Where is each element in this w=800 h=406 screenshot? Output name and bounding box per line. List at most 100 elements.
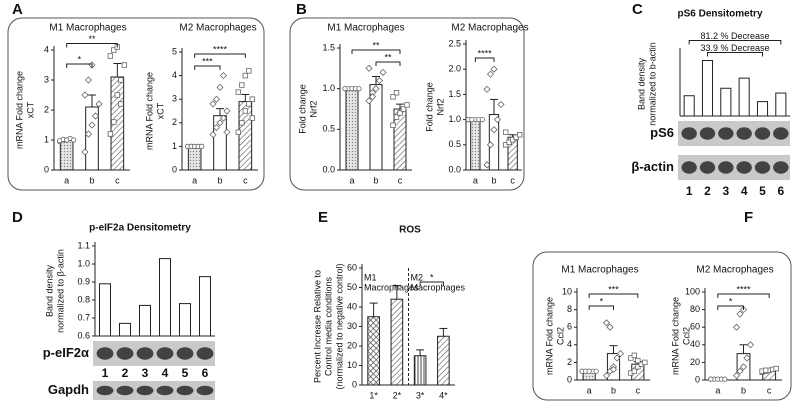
y-tick-label: 0.0 (448, 164, 461, 174)
data-point (746, 341, 755, 349)
x-tick-label: c (243, 175, 248, 185)
panel-letter: B (296, 1, 307, 18)
data-point (356, 86, 362, 92)
data-point (71, 137, 77, 143)
data-point (397, 110, 403, 116)
blot-band (773, 127, 789, 140)
blot-label: p-eIF2α (43, 345, 89, 360)
blot-band (196, 347, 214, 360)
blot-band (718, 161, 734, 174)
significance-bracket (375, 61, 401, 66)
significance-bracket (351, 49, 401, 54)
lane-label: 1 (686, 184, 693, 198)
data-point (635, 357, 641, 364)
x-tick-label: c (115, 175, 120, 185)
significance-bracket (717, 305, 744, 310)
y-tick-label: 20 (347, 340, 357, 350)
bar (139, 304, 151, 337)
data-point (212, 123, 221, 132)
data-point (242, 108, 249, 114)
data-point (602, 319, 611, 327)
lane-label: 2 (704, 184, 711, 198)
lane-label: 4 (162, 366, 169, 380)
y-axis-label: Nrf2 (435, 98, 445, 115)
data-point (84, 76, 93, 84)
data-point (246, 68, 252, 74)
significance-bracket (588, 305, 614, 310)
y-axis-label: Nrf2 (308, 100, 318, 117)
bar (738, 77, 750, 117)
blot-band (699, 127, 716, 140)
blot-band (136, 385, 154, 396)
data-point (602, 372, 611, 380)
blot-band (754, 161, 771, 174)
blot-label: pS6 (650, 125, 674, 140)
y-axis-label: xCT (25, 101, 35, 118)
bar (345, 88, 359, 171)
bar (775, 92, 787, 117)
data-point (249, 115, 256, 121)
y-tick-label: 0.5 (448, 139, 461, 149)
blot-band (116, 385, 134, 396)
y-tick-label: 1 (172, 141, 177, 151)
chart-title: M2 Macrophages (451, 23, 528, 34)
y-tick-label: 6 (567, 322, 572, 332)
significance-label: * (729, 296, 733, 306)
blot-band (116, 347, 134, 360)
data-point (107, 53, 114, 59)
y-tick-label: 40 (690, 339, 700, 349)
x-tick-label: 4* (439, 390, 448, 400)
y-axis-label: xCT (155, 102, 165, 119)
data-point (736, 310, 744, 318)
bar (683, 95, 695, 117)
chart-title: M1 Macrophages (49, 23, 126, 34)
y-tick-label: 2.0 (448, 64, 461, 74)
data-point (212, 95, 221, 103)
y-tick-label: 8 (567, 304, 572, 314)
x-tick-label: 1* (369, 390, 378, 400)
data-point (81, 91, 89, 99)
bar (99, 283, 111, 337)
significance-bracket (688, 40, 782, 45)
chart-title: p-eIF2a Densitometry (89, 223, 191, 234)
panel-letter: D (12, 209, 23, 226)
lane-label: 6 (202, 366, 209, 380)
x-tick-label: 3* (416, 390, 425, 400)
bar (199, 276, 211, 337)
data-point (613, 354, 621, 362)
data-point (365, 97, 373, 105)
bar (720, 87, 732, 117)
significance-bracket (707, 52, 763, 57)
panel-letter: C (632, 1, 643, 18)
bar (367, 316, 380, 386)
blot-band (773, 161, 789, 174)
significance-label: **** (213, 44, 228, 54)
data-point (486, 70, 495, 78)
data-point (593, 368, 599, 374)
bar (701, 60, 714, 117)
significance-label: *** (608, 284, 619, 294)
data-point (739, 363, 748, 371)
significance-label: *** (202, 56, 213, 66)
data-point (219, 114, 228, 122)
x-tick-label: b (741, 385, 746, 395)
group-label: Macrophages (364, 282, 419, 292)
data-point (616, 350, 625, 358)
bar (187, 145, 202, 171)
significance-bracket (194, 53, 246, 58)
panel-box (532, 251, 792, 401)
data-point (84, 130, 93, 138)
group-label: M1 (364, 272, 377, 282)
data-point (390, 94, 396, 100)
panel-letter: E (318, 209, 328, 226)
blot-band (736, 161, 752, 174)
data-point (606, 323, 614, 331)
data-point (91, 112, 100, 120)
chart-title: M2 Macrophages (696, 265, 773, 276)
y-axis-label: Percent Increase Relative to (312, 270, 322, 383)
data-point (121, 62, 128, 68)
blot-band (718, 127, 734, 140)
data-point (762, 367, 769, 374)
lane-label: 6 (777, 184, 784, 198)
